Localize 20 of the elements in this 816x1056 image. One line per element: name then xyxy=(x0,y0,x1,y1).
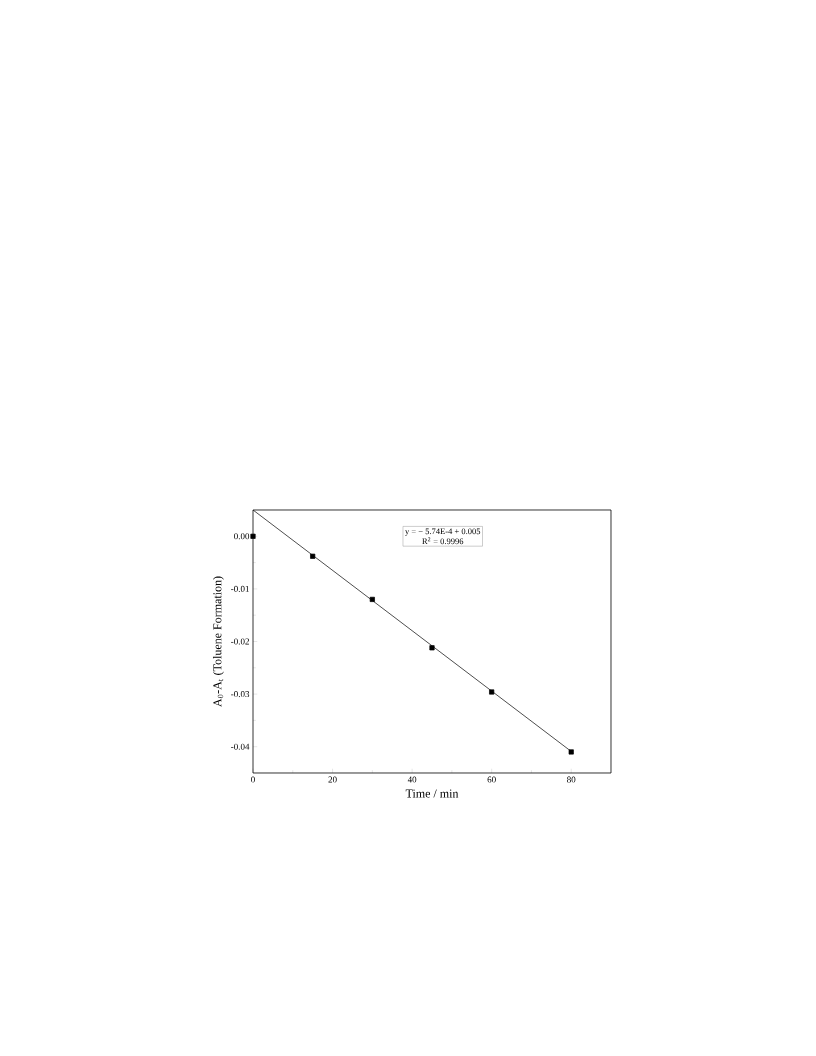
x-axis-title: Time / min xyxy=(405,789,459,798)
annotation: y = − 5.74E-4 + 0.005 xyxy=(405,528,481,536)
y-tick-label: 0.00 xyxy=(234,533,250,540)
x-tick-label: 80 xyxy=(567,776,576,783)
x-tick-label: 20 xyxy=(328,776,337,783)
x-tick-label: 60 xyxy=(487,776,496,783)
point xyxy=(429,645,435,651)
point xyxy=(310,553,316,559)
y-tick-label: -0.04 xyxy=(231,743,250,750)
point xyxy=(369,596,375,602)
x-tick-label: 0 xyxy=(251,776,255,783)
x-tick-label: 40 xyxy=(407,776,417,783)
y-tick-label: -0.03 xyxy=(231,691,250,698)
y-tick-label: -0.01 xyxy=(231,585,249,592)
annotation: R$^{2}$ = 0.9996 xyxy=(422,537,464,545)
y-axis-title: A$_{0}$-A$_{t}$ (Toluene Formation) xyxy=(212,576,224,707)
y-tick-label: -0.02 xyxy=(231,638,249,645)
point xyxy=(568,749,574,755)
point xyxy=(250,533,256,539)
point xyxy=(489,689,495,695)
